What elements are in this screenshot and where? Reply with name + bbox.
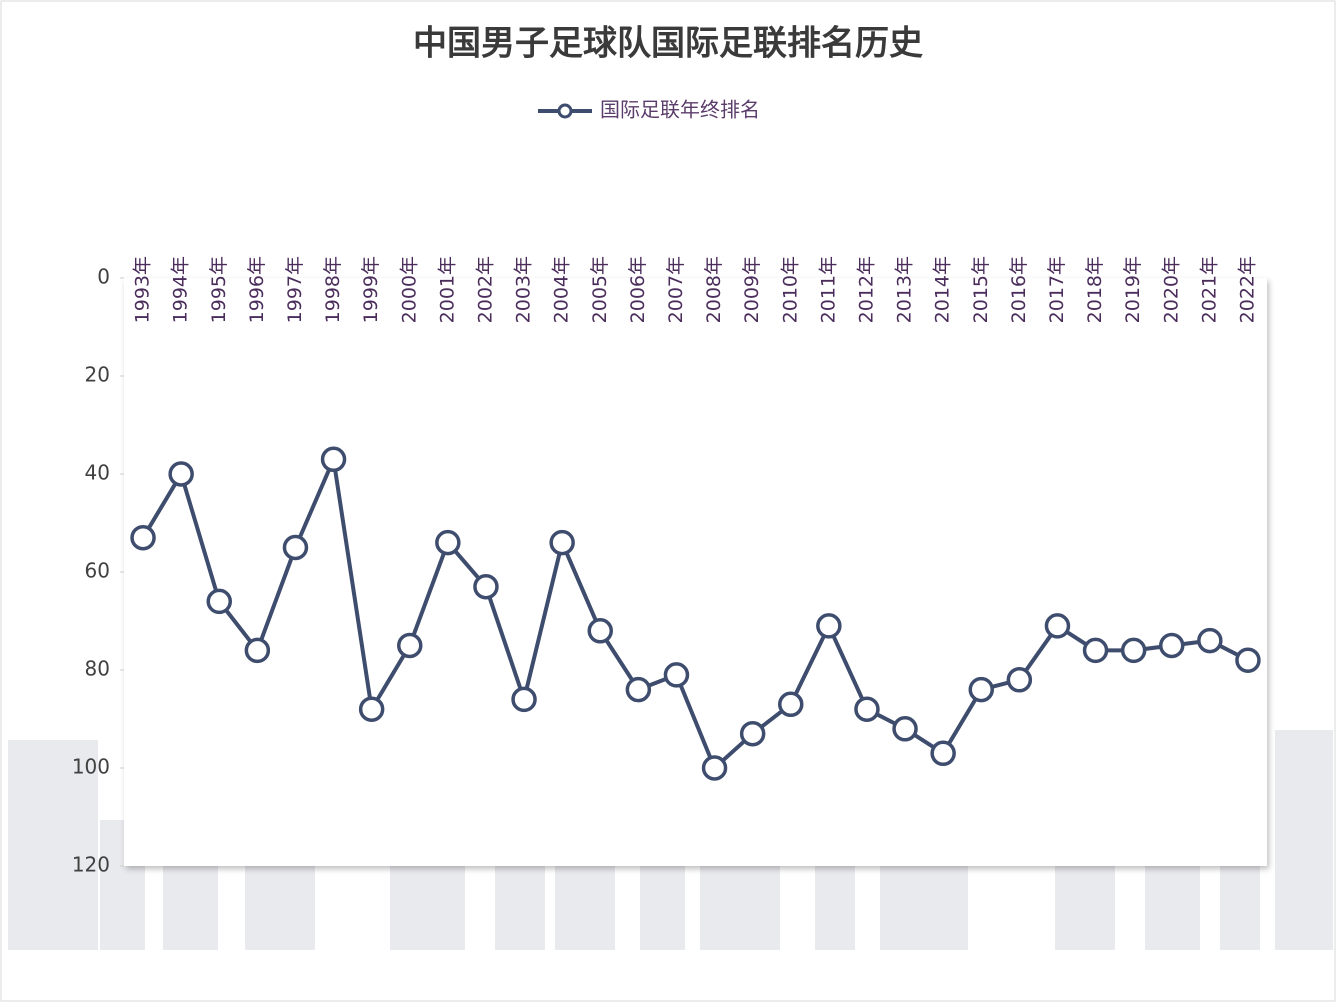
x-tick-label: 2000年 bbox=[398, 256, 420, 323]
data-point bbox=[549, 529, 575, 556]
data-point bbox=[168, 461, 194, 487]
data-point bbox=[473, 573, 499, 600]
legend-label: 国际足联年终排名 bbox=[600, 98, 760, 122]
data-point bbox=[930, 740, 956, 767]
x-tick-label: 2011年 bbox=[817, 256, 839, 323]
x-tick-label: 2005年 bbox=[589, 256, 611, 323]
x-tick-label: 2010年 bbox=[779, 256, 801, 323]
data-point bbox=[1082, 637, 1109, 664]
data-point bbox=[892, 716, 918, 742]
data-point bbox=[701, 755, 728, 781]
x-tick-label: 1999年 bbox=[360, 256, 382, 323]
data-point bbox=[1044, 613, 1071, 639]
x-tick-label: 2012年 bbox=[855, 256, 877, 323]
x-tick-label: 2015年 bbox=[970, 256, 992, 323]
x-tick-label: 2007年 bbox=[665, 256, 687, 323]
legend: 国际足联年终排名 bbox=[538, 98, 760, 122]
data-point bbox=[511, 686, 537, 713]
x-tick-label: 2021年 bbox=[1198, 256, 1220, 323]
data-point bbox=[1197, 627, 1223, 654]
x-tick-label: 2020年 bbox=[1160, 256, 1182, 323]
y-tick-label: 40 bbox=[85, 461, 110, 485]
y-tick-label: 60 bbox=[85, 559, 110, 583]
x-tick-label: 1993年 bbox=[132, 256, 154, 323]
data-point bbox=[778, 691, 804, 718]
data-point bbox=[625, 676, 652, 703]
x-tick-label: 2018年 bbox=[1084, 256, 1106, 323]
x-tick-label: 2001年 bbox=[436, 256, 458, 323]
data-point bbox=[663, 662, 690, 688]
x-tick-label: 2013年 bbox=[894, 256, 916, 323]
data-point bbox=[739, 720, 766, 747]
x-tick-label: 2019年 bbox=[1122, 256, 1144, 323]
x-tick-label: 2003年 bbox=[513, 256, 535, 323]
data-point bbox=[397, 632, 423, 659]
y-tick-label: 100 bbox=[72, 755, 110, 779]
y-tick-label: 0 bbox=[97, 265, 110, 289]
x-tick-label: 2016年 bbox=[1008, 256, 1030, 323]
data-point bbox=[968, 676, 994, 703]
data-point bbox=[1120, 637, 1147, 664]
x-tick-label: 2017年 bbox=[1046, 256, 1068, 323]
x-tick-label: 1997年 bbox=[284, 256, 306, 323]
data-point bbox=[1159, 632, 1185, 659]
data-point bbox=[206, 588, 232, 615]
data-point bbox=[435, 529, 461, 556]
plot-area bbox=[124, 278, 1267, 866]
data-point bbox=[1006, 667, 1033, 693]
x-tick-label: 2004年 bbox=[551, 256, 573, 323]
x-tick-label: 1995年 bbox=[208, 256, 230, 323]
x-tick-label: 1994年 bbox=[170, 256, 192, 323]
x-tick-label: 1998年 bbox=[322, 256, 344, 323]
data-point bbox=[358, 696, 385, 722]
data-point bbox=[282, 534, 309, 561]
legend-marker bbox=[557, 103, 573, 119]
data-point bbox=[816, 613, 842, 639]
y-tick-label: 120 bbox=[72, 853, 110, 877]
y-tick-label: 20 bbox=[85, 363, 110, 387]
x-tick-label: 2002年 bbox=[474, 256, 496, 323]
data-point bbox=[130, 524, 156, 551]
x-tick-label: 2006年 bbox=[627, 256, 649, 323]
data-point bbox=[854, 696, 880, 722]
x-tick-label: 2014年 bbox=[932, 256, 954, 323]
x-tick-label: 1996年 bbox=[246, 256, 268, 323]
data-point bbox=[320, 446, 347, 473]
x-tick-label: 2009年 bbox=[741, 256, 763, 323]
data-point bbox=[1235, 647, 1261, 673]
data-point bbox=[244, 637, 271, 664]
y-tick-label: 80 bbox=[85, 657, 110, 681]
x-tick-label: 2022年 bbox=[1236, 256, 1258, 323]
x-tick-label: 2008年 bbox=[703, 256, 725, 323]
data-point bbox=[587, 618, 613, 644]
chart-title: 中国男子足球队国际足联排名历史 bbox=[413, 24, 923, 64]
